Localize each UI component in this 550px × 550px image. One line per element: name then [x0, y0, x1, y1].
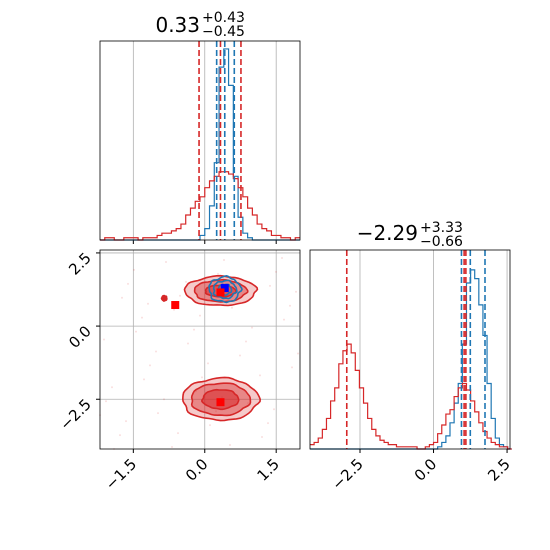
- scatter-point: [105, 400, 107, 403]
- scatter-point: [275, 270, 277, 273]
- scatter-point: [193, 328, 195, 331]
- scatter-point: [121, 296, 123, 299]
- scatter-point: [119, 434, 121, 437]
- scatter-point: [103, 338, 105, 341]
- scatter-point: [185, 280, 187, 283]
- scatter-point: [141, 316, 143, 319]
- scatter-point: [289, 304, 291, 307]
- marker-0: [220, 284, 229, 293]
- scatter-2d-panel: −1.5 0.0 1.5 −2.5 0.0 2.5: [56, 249, 301, 494]
- scatter-point: [135, 330, 137, 333]
- ytick-label-param2-0: −2.5: [56, 395, 94, 433]
- frame-top: [99, 40, 301, 241]
- scatter-point: [297, 352, 299, 355]
- scatter-point: [217, 272, 219, 275]
- scatter-point: [127, 282, 129, 285]
- scatter-point: [187, 342, 189, 345]
- scatter-point: [171, 446, 173, 449]
- hist-top-blue: [100, 48, 300, 241]
- xtick-label-param1-1: 0.0: [182, 455, 212, 485]
- scatter-point: [239, 354, 241, 357]
- scatter-point: [179, 294, 181, 297]
- scatter-point: [199, 314, 201, 317]
- scatter-point: [259, 374, 261, 377]
- marker-2: [171, 301, 180, 310]
- scatter-point: [273, 408, 275, 411]
- scatter-point: [251, 326, 253, 329]
- frame-2d: [99, 249, 301, 450]
- scatter-point: [157, 412, 159, 415]
- scatter-point: [223, 258, 225, 261]
- scatter-point: [261, 436, 263, 439]
- title-param1-plus: +0.43: [202, 10, 245, 26]
- scatter-point: [149, 364, 151, 367]
- scatter-point: [247, 402, 249, 405]
- scatter-point: [229, 444, 231, 447]
- title-param2-minus: −0.66: [420, 234, 463, 250]
- title-param1-minus: −0.45: [202, 24, 245, 40]
- xtick-label-param2-0: −2.5: [328, 455, 366, 493]
- hist-top-red: [100, 171, 300, 241]
- title-param1-median: 0.33: [155, 13, 200, 37]
- scatter-point: [295, 290, 297, 293]
- scatter-point: [267, 422, 269, 425]
- title-param2-plus: +3.33: [420, 220, 463, 236]
- frame-right: [309, 249, 511, 450]
- scatter-point: [165, 260, 167, 263]
- xtick-label-param1-0: −1.5: [102, 455, 140, 493]
- contour-blue-0-1: [212, 279, 238, 300]
- scatter-point: [133, 268, 135, 271]
- hist-right-blue: [310, 269, 512, 450]
- marker-3: [216, 398, 225, 407]
- scatter-point: [177, 432, 179, 435]
- scatter-point: [143, 378, 145, 381]
- scatter-point: [281, 256, 283, 259]
- contour-blue-0-0: [208, 274, 243, 304]
- scatter-point: [155, 350, 157, 353]
- xtick-label-param2-2: 2.5: [484, 455, 514, 485]
- marker-1: [216, 288, 225, 297]
- scatter-point: [245, 340, 247, 343]
- scatter-point: [147, 302, 149, 305]
- hist-param2-panel: −2.5 0.0 2.5: [309, 249, 514, 494]
- scatter-point: [173, 308, 175, 311]
- scatter-point: [231, 306, 233, 309]
- scatter-point: [125, 420, 127, 423]
- scatter-point: [209, 424, 211, 427]
- ytick-label-param2-1: 0.0: [65, 322, 95, 352]
- xtick-label-param2-1: 0.0: [411, 455, 441, 485]
- ytick-label-param2-2: 2.5: [65, 249, 95, 279]
- scatter-point: [201, 376, 203, 379]
- contour-red-satellite: [160, 294, 168, 302]
- scatter-point: [111, 386, 113, 389]
- hist-param1-panel: [99, 40, 301, 244]
- scatter-point: [291, 366, 293, 369]
- title-param2-median: −2.29: [357, 221, 418, 245]
- xtick-label-param1-2: 1.5: [253, 455, 283, 485]
- hist-right-red: [310, 343, 512, 450]
- scatter-point: [215, 410, 217, 413]
- scatter-point: [283, 318, 285, 321]
- scatter-point: [163, 398, 165, 401]
- scatter-point: [207, 362, 209, 365]
- scatter-point: [269, 284, 271, 287]
